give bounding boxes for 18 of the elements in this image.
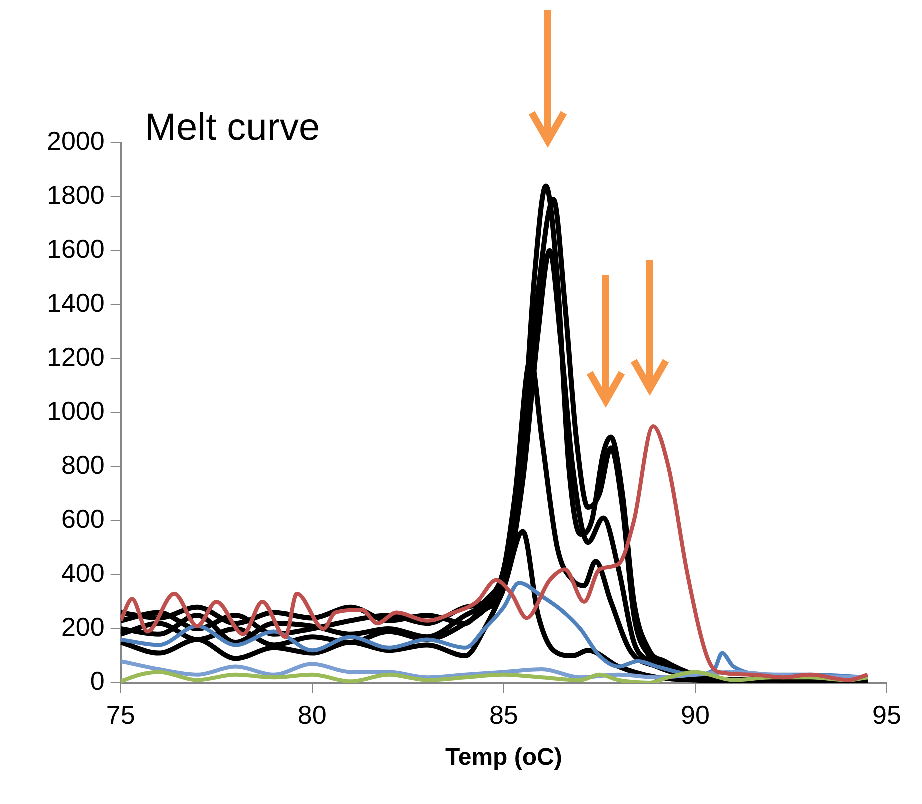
y-tick-label: 800	[61, 450, 105, 480]
x-tick-label: 80	[298, 700, 327, 730]
x-tick-label: 90	[681, 700, 710, 730]
x-tick-label: 95	[872, 700, 902, 730]
chart-title: Melt curve	[144, 107, 320, 149]
y-tick-label: 400	[61, 558, 105, 588]
x-tick-label: 75	[106, 700, 136, 730]
y-tick-label: 0	[90, 666, 105, 696]
y-tick-label: 1600	[46, 234, 105, 264]
x-axis-title: Temp (oC)	[445, 744, 562, 772]
y-tick-label: 600	[61, 504, 105, 534]
y-tick-label: 2000	[46, 126, 105, 156]
y-tick-label: 1200	[46, 342, 105, 372]
y-tick-label: 1800	[46, 180, 105, 210]
y-tick-label: 1400	[46, 288, 105, 318]
y-tick-label: 200	[61, 612, 105, 642]
x-tick-label: 85	[489, 700, 518, 730]
y-tick-label: 1000	[46, 396, 105, 426]
